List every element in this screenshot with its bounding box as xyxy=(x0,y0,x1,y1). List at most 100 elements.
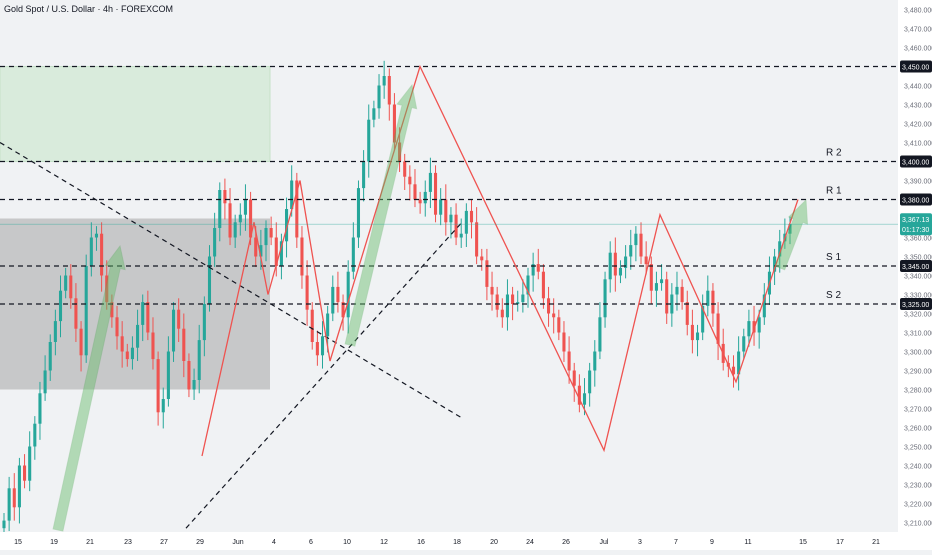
candle-body xyxy=(115,317,119,337)
level-name-label: R 2 xyxy=(826,148,842,159)
candle-body xyxy=(269,228,273,238)
candle-body xyxy=(130,347,134,360)
candle-body xyxy=(536,264,540,272)
candle-body xyxy=(788,224,792,234)
price-tick-label: 3,290.000 xyxy=(904,369,932,376)
candle-body xyxy=(43,370,47,394)
candle-body xyxy=(670,294,674,314)
candle-body xyxy=(778,241,782,257)
candle-body xyxy=(156,359,160,413)
candle-body xyxy=(547,298,551,314)
time-tick-label: 18 xyxy=(453,539,461,546)
price-tick-label: 3,390.000 xyxy=(904,179,932,186)
price-tick-label: 3,480.000 xyxy=(904,8,932,15)
candle-body xyxy=(315,342,319,356)
candle-body xyxy=(731,366,736,375)
candle-body xyxy=(485,260,489,287)
candle-body xyxy=(475,222,479,257)
candle-body xyxy=(459,233,463,238)
candle-body xyxy=(680,286,684,303)
candle-body xyxy=(125,351,129,360)
last-price-tag xyxy=(900,213,932,236)
time-tick-label: 6 xyxy=(309,539,313,546)
candle-body xyxy=(541,271,545,299)
candle-body xyxy=(331,286,335,314)
projection-arrow xyxy=(774,198,809,271)
candle-body xyxy=(624,256,628,268)
candle-body xyxy=(593,351,597,371)
level-name-label: S 2 xyxy=(826,290,841,301)
price-level-tag-text: 3,325.00 xyxy=(902,302,929,309)
candle-body xyxy=(511,294,515,304)
candle-body xyxy=(249,199,253,238)
candle-body xyxy=(254,237,258,257)
candle-body xyxy=(403,161,407,177)
candle-body xyxy=(187,361,191,390)
price-level-tag xyxy=(900,298,932,310)
time-tick-label: 7 xyxy=(674,539,678,546)
candle-body xyxy=(28,446,32,481)
candle-body xyxy=(398,142,402,162)
price-tick-label: 3,230.000 xyxy=(904,483,932,490)
candle-body xyxy=(675,286,679,295)
projection-arrow xyxy=(52,244,126,532)
time-tick-label: 26 xyxy=(562,539,570,546)
price-tick-label: 3,310.000 xyxy=(904,331,932,338)
candle-body xyxy=(48,342,52,371)
candle-body xyxy=(151,332,155,360)
candle-body xyxy=(146,302,150,333)
candle-body xyxy=(53,321,57,342)
time-tick-label: 4 xyxy=(272,539,276,546)
time-tick-label: 9 xyxy=(710,539,714,546)
price-tick-label: 3,420.000 xyxy=(904,122,932,129)
candle-body xyxy=(310,309,314,342)
candle-body xyxy=(418,199,422,204)
candle-body xyxy=(64,275,68,291)
candle-body xyxy=(141,302,145,325)
price-tick-label: 3,270.000 xyxy=(904,407,932,414)
candle-body xyxy=(428,172,432,192)
price-tick-label: 3,250.000 xyxy=(904,445,932,452)
candle-body xyxy=(218,190,222,228)
time-tick-label: 27 xyxy=(160,539,168,546)
candle-body xyxy=(567,351,571,371)
candle-body xyxy=(79,328,83,356)
time-tick-label: 15 xyxy=(14,539,22,546)
candle-body xyxy=(110,302,114,318)
price-level-tag xyxy=(900,193,932,206)
candle-body xyxy=(320,336,325,356)
candle-body xyxy=(454,214,458,238)
time-axis-background xyxy=(0,532,932,550)
time-tick-label: 15 xyxy=(799,539,807,546)
candle-body xyxy=(382,76,386,86)
price-level-tag xyxy=(900,60,932,73)
candle-body xyxy=(392,104,396,143)
candle-body xyxy=(526,275,530,295)
candle-body xyxy=(654,283,658,291)
candle-body xyxy=(372,108,376,120)
price-tick-label: 3,300.000 xyxy=(904,350,932,357)
time-tick-label: 10 xyxy=(343,539,351,546)
price-level-tag-text: 3,380.00 xyxy=(902,198,929,205)
time-tick-label: 21 xyxy=(86,539,94,546)
time-tick-label: Jul xyxy=(600,539,609,546)
price-tick-label: 3,320.000 xyxy=(904,312,932,319)
candle-body xyxy=(223,190,227,204)
candle-body xyxy=(336,286,340,303)
candle-body xyxy=(136,324,140,348)
time-tick-label: 3 xyxy=(638,539,642,546)
candle-body xyxy=(207,256,212,304)
time-tick-label: 23 xyxy=(124,539,132,546)
price-tick-label: 3,350.000 xyxy=(904,255,932,262)
candle-body xyxy=(346,271,350,318)
candle-body xyxy=(177,309,181,329)
candle-body xyxy=(94,233,99,238)
candle-body xyxy=(480,256,484,261)
candle-body xyxy=(742,336,746,352)
candle-body xyxy=(644,256,648,265)
candle-body xyxy=(598,317,602,352)
candle-body xyxy=(362,161,366,189)
candle-body xyxy=(259,245,263,257)
